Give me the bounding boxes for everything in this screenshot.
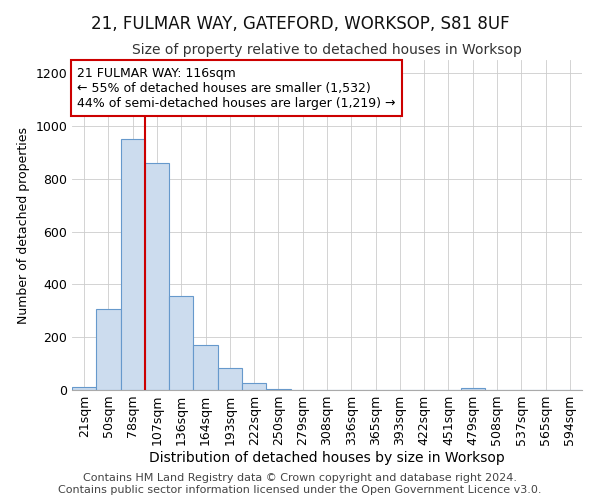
Bar [121, 139, 145, 390]
X-axis label: Distribution of detached houses by size in Worksop: Distribution of detached houses by size … [149, 451, 505, 465]
Bar [461, 388, 485, 390]
Bar [72, 388, 96, 390]
Bar [266, 388, 290, 390]
Bar [145, 163, 169, 390]
Text: Contains HM Land Registry data © Crown copyright and database right 2024.
Contai: Contains HM Land Registry data © Crown c… [58, 474, 542, 495]
Title: Size of property relative to detached houses in Worksop: Size of property relative to detached ho… [132, 44, 522, 58]
Bar [242, 384, 266, 390]
Bar [218, 368, 242, 390]
Text: 21, FULMAR WAY, GATEFORD, WORKSOP, S81 8UF: 21, FULMAR WAY, GATEFORD, WORKSOP, S81 8… [91, 15, 509, 33]
Bar [96, 308, 121, 390]
Y-axis label: Number of detached properties: Number of detached properties [17, 126, 30, 324]
Text: 21 FULMAR WAY: 116sqm
← 55% of detached houses are smaller (1,532)
44% of semi-d: 21 FULMAR WAY: 116sqm ← 55% of detached … [77, 66, 395, 110]
Bar [169, 296, 193, 390]
Bar [193, 345, 218, 390]
